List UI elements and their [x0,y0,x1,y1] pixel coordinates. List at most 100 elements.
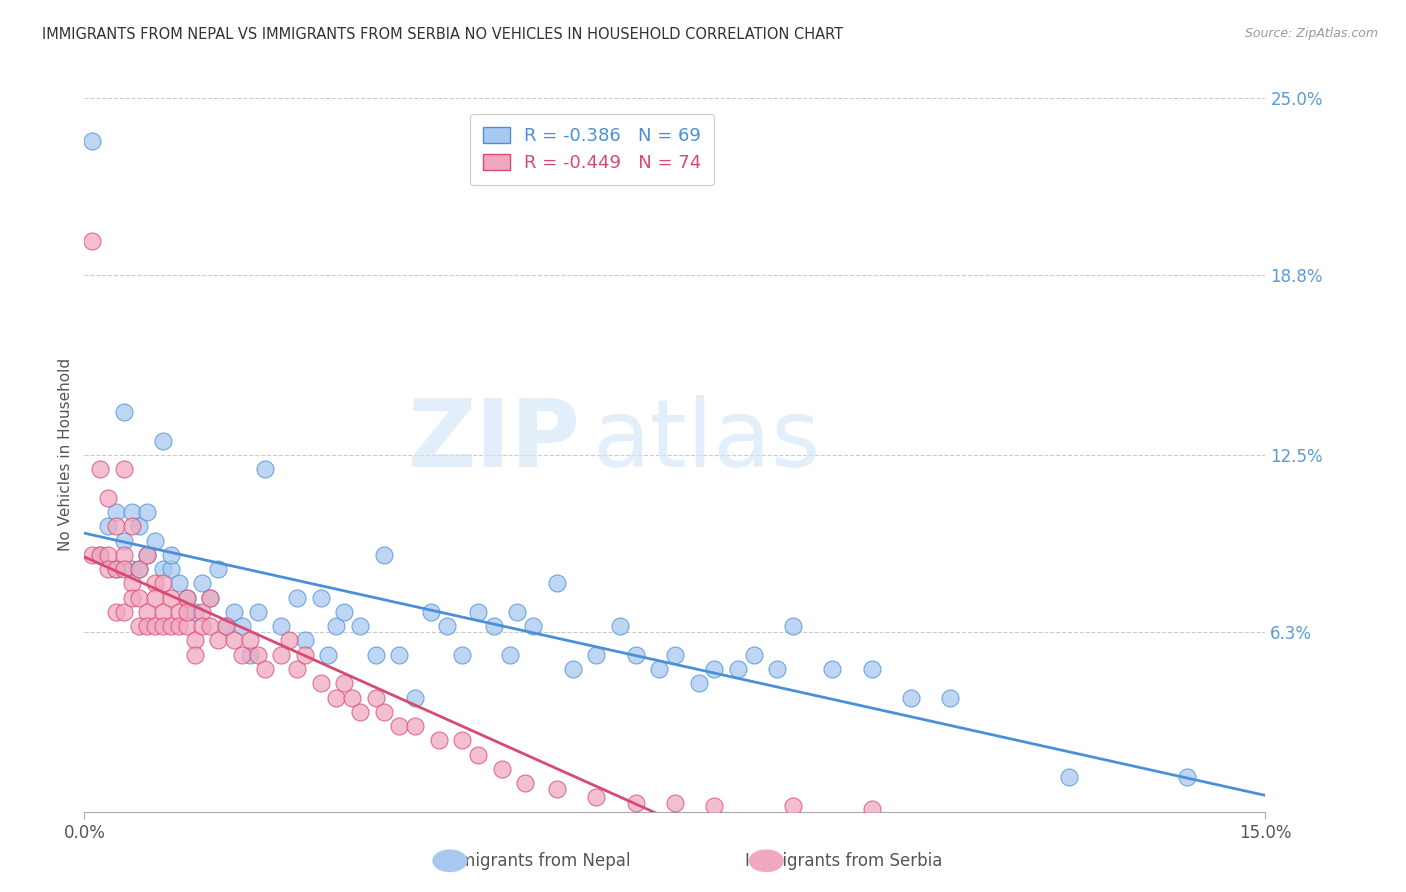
Point [176,591,198,605]
Point [561,662,583,676]
Point [112,548,135,562]
Point [664,648,686,662]
Point [309,676,332,690]
Point [207,633,229,648]
Point [207,562,229,576]
Point [215,619,238,633]
Point [404,690,426,705]
Y-axis label: No Vehicles in Household: No Vehicles in Household [58,359,73,551]
Point [176,605,198,619]
Point [451,733,474,747]
Point [609,619,631,633]
Point [285,591,308,605]
Point [152,619,174,633]
Point [231,619,253,633]
Point [136,548,159,562]
Point [89,548,111,562]
Point [467,747,489,762]
Point [349,705,371,719]
Point [451,648,474,662]
Point [782,799,804,814]
Point [112,462,135,476]
Point [143,619,166,633]
Point [246,648,269,662]
Point [167,576,190,591]
Point [900,690,922,705]
Point [128,619,150,633]
Text: Immigrants from Serbia: Immigrants from Serbia [745,852,942,870]
Point [498,648,520,662]
Point [97,548,120,562]
Text: Source: ZipAtlas.com: Source: ZipAtlas.com [1244,27,1378,40]
Point [222,633,245,648]
Point [152,562,174,576]
Point [546,781,568,796]
Point [89,548,111,562]
Point [373,548,395,562]
Point [222,605,245,619]
Point [183,648,205,662]
Point [766,662,789,676]
Point [231,648,253,662]
Point [1175,771,1198,785]
Point [200,591,222,605]
Point [112,562,135,576]
Point [136,619,159,633]
Point [278,633,301,648]
Point [364,690,387,705]
Point [152,605,174,619]
Point [176,619,198,633]
Point [364,648,387,662]
Point [143,533,166,548]
Point [143,576,166,591]
Point [82,234,104,248]
Point [585,648,607,662]
Point [112,533,135,548]
Point [128,562,150,576]
Point [97,562,120,576]
Point [546,576,568,591]
Point [294,648,316,662]
Point [467,605,489,619]
Point [404,719,426,733]
Point [121,562,143,576]
Point [333,676,356,690]
Point [89,462,111,476]
Point [340,690,363,705]
Point [506,605,529,619]
Point [419,605,441,619]
Text: ZIP: ZIP [408,394,581,487]
Point [176,591,198,605]
Point [318,648,340,662]
Point [128,562,150,576]
Point [624,648,647,662]
Point [104,562,127,576]
Point [688,676,710,690]
Point [136,548,159,562]
Point [436,619,458,633]
Point [860,802,883,816]
Point [191,605,214,619]
Point [294,633,316,648]
Point [285,662,308,676]
Point [522,619,544,633]
Point [167,605,190,619]
Point [482,619,505,633]
Point [664,796,686,810]
Point [121,519,143,533]
Point [821,662,844,676]
Point [270,648,292,662]
Point [121,505,143,519]
Point [349,619,371,633]
Point [136,505,159,519]
Point [254,462,277,476]
Point [191,576,214,591]
Point [160,591,183,605]
Point [136,605,159,619]
Point [239,633,262,648]
Point [373,705,395,719]
Point [97,519,120,533]
Point [388,648,411,662]
Point [121,591,143,605]
Point [112,605,135,619]
